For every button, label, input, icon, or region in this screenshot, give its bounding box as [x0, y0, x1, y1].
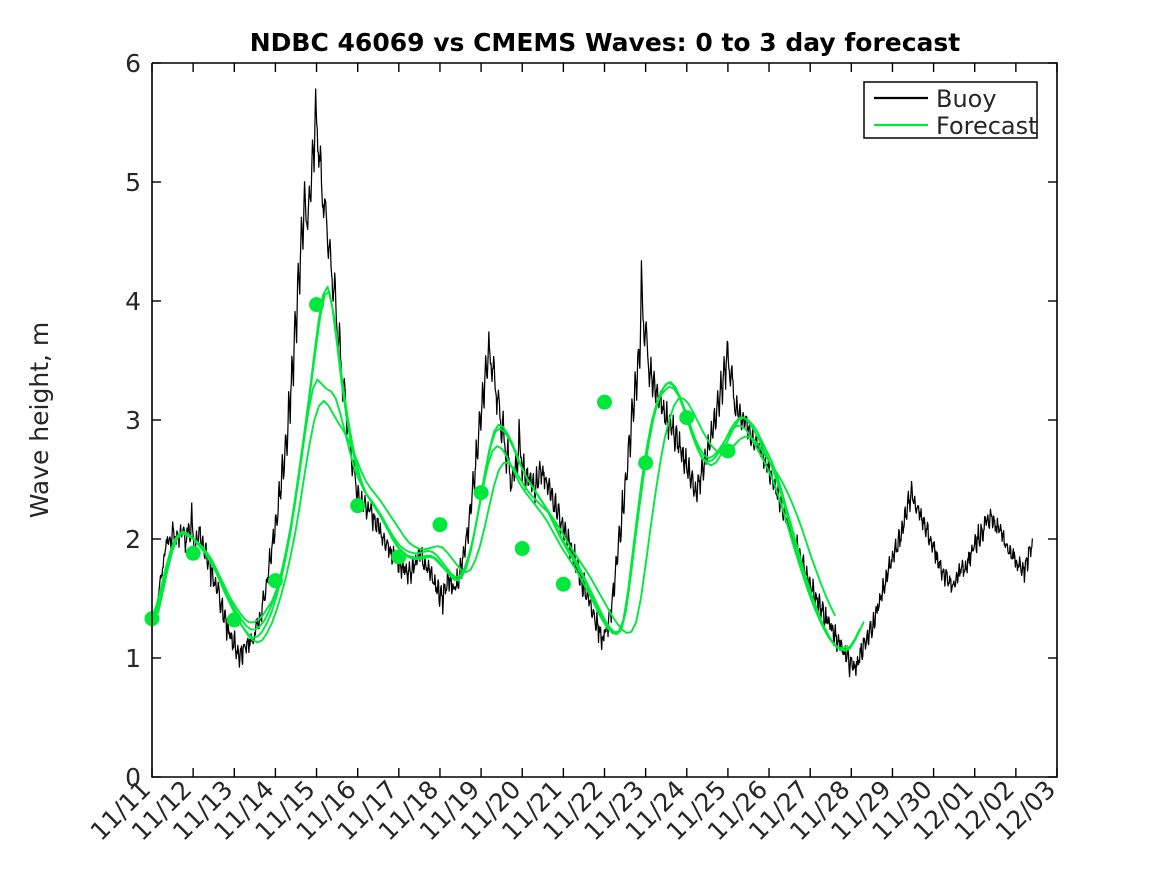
plot-area: [144, 88, 1033, 678]
legend-box: [863, 81, 1038, 139]
y-tick-label: 5: [125, 168, 141, 197]
forecast-marker: [720, 443, 736, 459]
series-line-forecast-day2: [155, 378, 849, 650]
forecast-marker-group: [144, 297, 736, 628]
forecast-marker: [432, 517, 448, 533]
forecast-marker: [638, 455, 654, 471]
legend-label-forecast: Forecast: [936, 112, 1038, 140]
forecast-marker: [226, 612, 242, 628]
y-tick-label: 2: [125, 525, 141, 554]
forecast-marker: [514, 541, 530, 557]
series-line-forecast-day1: [153, 290, 861, 651]
y-axis-ticks: 0 1 2 3 4 5 6: [125, 49, 1057, 792]
y-axis-label: Wave height, m: [25, 322, 54, 519]
data-series-group: [151, 88, 1033, 678]
y-tick-label: 6: [125, 49, 141, 78]
y-tick-label: 1: [125, 644, 141, 673]
forecast-marker: [597, 394, 612, 410]
forecast-marker: [185, 545, 201, 561]
forecast-marker: [555, 576, 571, 592]
forecast-marker: [473, 485, 489, 501]
legend-label-buoy: Buoy: [936, 85, 997, 113]
chart-title: NDBC 46069 vs CMEMS Waves: 0 to 3 day fo…: [250, 28, 961, 57]
forecast-marker: [350, 498, 366, 514]
forecast-marker: [679, 410, 695, 426]
y-tick-label: 4: [125, 287, 141, 316]
series-line-buoy: [151, 88, 1033, 678]
forecast-marker: [267, 573, 283, 589]
forecast-marker: [391, 549, 407, 565]
y-tick-label: 3: [125, 406, 141, 435]
forecast-marker: [309, 297, 325, 313]
y-tick-label: 0: [125, 763, 141, 792]
